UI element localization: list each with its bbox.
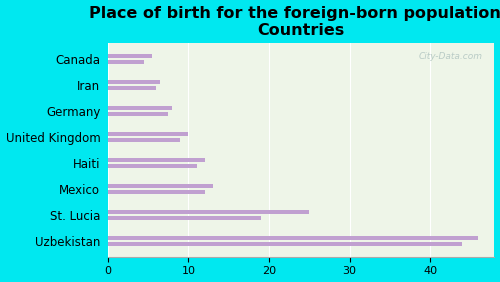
- Bar: [108, 216, 261, 221]
- Bar: [108, 54, 152, 58]
- Bar: [108, 236, 478, 241]
- Bar: [108, 138, 180, 142]
- Bar: [108, 164, 196, 168]
- Bar: [108, 80, 160, 84]
- Bar: [108, 190, 204, 194]
- Bar: [108, 158, 204, 162]
- Bar: [108, 112, 168, 116]
- Bar: [108, 210, 309, 214]
- Bar: [108, 184, 212, 188]
- Text: City-Data.com: City-Data.com: [419, 52, 483, 61]
- Bar: [108, 242, 462, 246]
- Title: Place of birth for the foreign-born population -
Countries: Place of birth for the foreign-born popu…: [89, 6, 500, 38]
- Bar: [108, 85, 156, 90]
- Bar: [108, 60, 144, 64]
- Bar: [108, 132, 188, 136]
- Bar: [108, 106, 172, 110]
